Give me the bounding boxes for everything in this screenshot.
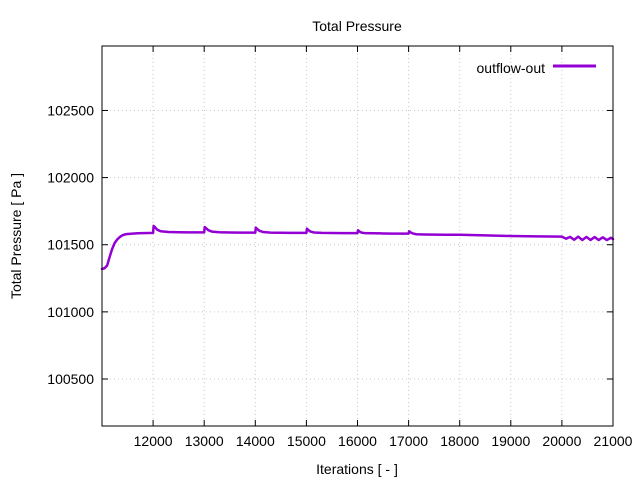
x-tick-label: 20000 [542, 433, 581, 449]
x-tick-label: 14000 [236, 433, 275, 449]
x-tick-label: 17000 [389, 433, 428, 449]
y-tick-label: 101000 [47, 304, 94, 320]
y-tick-label: 102500 [47, 102, 94, 118]
plot-frame [101, 45, 614, 427]
legend: outflow-out [477, 60, 596, 76]
x-tick-label: 18000 [440, 433, 479, 449]
series-layer [100, 224, 615, 271]
chart-title: Total Pressure [312, 18, 402, 34]
x-tick-label: 21000 [594, 433, 633, 449]
x-tick-label: 19000 [491, 433, 530, 449]
y-tick-label: 100500 [47, 371, 94, 387]
y-tick-label: 101500 [47, 237, 94, 253]
series-line-outflow-out [100, 224, 615, 271]
x-tick-label: 16000 [338, 433, 377, 449]
x-axis-label: Iterations [ - ] [316, 461, 398, 477]
axes: 12000 13000 14000 15000 16000 17000 18000 19000… [47, 46, 633, 449]
x-tick-label: 13000 [185, 433, 224, 449]
x-tick-label: 15000 [287, 433, 326, 449]
legend-label-outflow-out: outflow-out [477, 60, 546, 76]
y-tick-label: 102000 [47, 170, 94, 186]
x-tick-label: 12000 [134, 433, 173, 449]
y-axis-label: Total Pressure [ Pa ] [8, 173, 24, 299]
